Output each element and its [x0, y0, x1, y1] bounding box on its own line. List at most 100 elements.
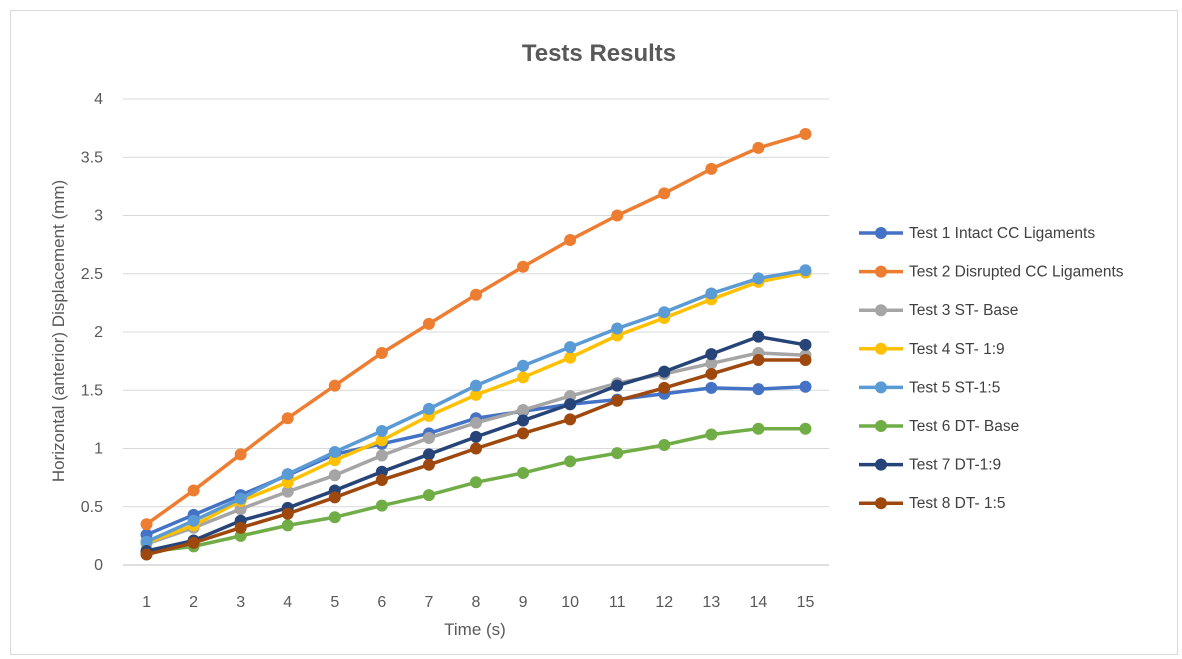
x-tick-label: 9: [519, 594, 528, 611]
data-point: [470, 430, 482, 443]
data-point: [517, 359, 530, 372]
data-point: [140, 518, 153, 531]
legend-marker: [875, 342, 887, 355]
data-point: [328, 445, 341, 458]
data-point: [705, 381, 718, 394]
data-point: [234, 448, 247, 461]
data-point: [470, 476, 482, 489]
data-point: [799, 380, 812, 393]
y-tick-label: 0: [94, 557, 103, 574]
data-point: [564, 233, 577, 246]
x-tick-label: 6: [377, 594, 386, 611]
y-tick-label: 2.5: [81, 266, 103, 283]
data-point: [564, 351, 577, 364]
series-8: [140, 353, 812, 561]
data-point: [140, 535, 153, 548]
data-point: [564, 455, 577, 468]
data-point: [799, 264, 812, 277]
y-axis-title: Horizontal (anterior) Displacement (mm): [49, 180, 68, 482]
y-tick-label: 3: [94, 208, 103, 225]
x-tick-label: 2: [189, 594, 198, 611]
y-tick-label: 1: [94, 441, 103, 458]
data-point: [328, 491, 341, 504]
series-line: [144, 132, 808, 526]
y-tick-label: 4: [94, 91, 103, 108]
data-point: [705, 348, 718, 361]
series-5: [140, 264, 812, 548]
data-point: [611, 322, 624, 335]
data-point: [470, 388, 482, 401]
data-point: [422, 458, 435, 471]
legend-label: Test 7 DT-1:9: [909, 457, 1001, 474]
data-point: [422, 448, 435, 461]
y-axis-ticks: 0 0.5 1 1.5 2 2.5 3 3.5 4: [81, 91, 103, 574]
legend-item: Test 4 ST- 1:9: [859, 341, 1005, 358]
data-point: [470, 442, 482, 455]
data-point: [234, 492, 247, 505]
data-point: [375, 499, 388, 512]
series-lines: [140, 127, 812, 561]
data-point: [187, 514, 200, 527]
data-point: [375, 473, 388, 486]
data-point: [281, 468, 294, 481]
data-point: [375, 425, 388, 438]
y-tick-label: 1.5: [81, 382, 103, 399]
x-axis-title: Time (s): [444, 620, 506, 639]
x-tick-label: 5: [330, 594, 339, 611]
x-tick-label: 15: [797, 594, 815, 611]
gridlines: [123, 98, 829, 566]
data-point: [375, 449, 388, 462]
data-point: [705, 357, 718, 370]
data-point: [799, 353, 812, 366]
data-point: [422, 489, 435, 502]
data-point: [470, 288, 482, 301]
x-tick-label: 10: [561, 594, 579, 611]
x-tick-label: 1: [142, 594, 151, 611]
data-point: [517, 414, 530, 427]
y-tick-label: 3.5: [81, 149, 103, 166]
x-tick-label: 12: [655, 594, 673, 611]
data-point: [328, 511, 341, 524]
legend-item: Test 6 DT- Base: [859, 418, 1019, 435]
data-point: [140, 548, 153, 561]
legend-label: Test 6 DT- Base: [909, 418, 1019, 435]
legend-label: Test 4 ST- 1:9: [909, 341, 1005, 358]
data-point: [328, 379, 341, 392]
data-point: [705, 287, 718, 300]
legend-item: Test 3 ST- Base: [859, 302, 1018, 319]
x-tick-label: 14: [750, 594, 768, 611]
y-tick-label: 0.5: [81, 499, 103, 516]
data-point: [611, 209, 624, 222]
data-point: [705, 162, 718, 175]
data-point: [422, 432, 435, 445]
data-point: [564, 341, 577, 354]
data-point: [517, 404, 530, 417]
data-point: [752, 353, 765, 366]
data-point: [564, 413, 577, 426]
x-tick-label: 8: [472, 594, 481, 611]
x-tick-label: 11: [609, 594, 626, 611]
x-axis-ticks: 1 2 3 4 5 6 7 8 9 10 11 12 13 14 15: [142, 594, 814, 611]
legend-marker: [875, 497, 887, 510]
legend-label: Test 2 Disrupted CC Ligaments: [909, 264, 1124, 281]
data-point: [799, 127, 812, 140]
data-point: [375, 346, 388, 359]
data-point: [658, 306, 671, 319]
data-point: [517, 371, 530, 384]
legend-label: Test 8 DT- 1:5: [909, 495, 1005, 512]
legend: Test 1 Intact CC Ligaments Test 2 Disrupt…: [859, 225, 1124, 512]
data-point: [611, 447, 624, 460]
data-point: [705, 367, 718, 380]
legend-label: Test 5 ST-1:5: [909, 379, 1000, 396]
data-point: [234, 521, 247, 534]
x-tick-label: 7: [424, 594, 433, 611]
data-point: [187, 536, 200, 549]
data-point: [187, 484, 200, 497]
legend-marker: [875, 265, 887, 278]
legend-item: Test 1 Intact CC Ligaments: [859, 225, 1095, 242]
x-tick-label: 3: [236, 594, 245, 611]
legend-marker: [875, 227, 887, 239]
legend-label: Test 1 Intact CC Ligaments: [909, 225, 1095, 242]
